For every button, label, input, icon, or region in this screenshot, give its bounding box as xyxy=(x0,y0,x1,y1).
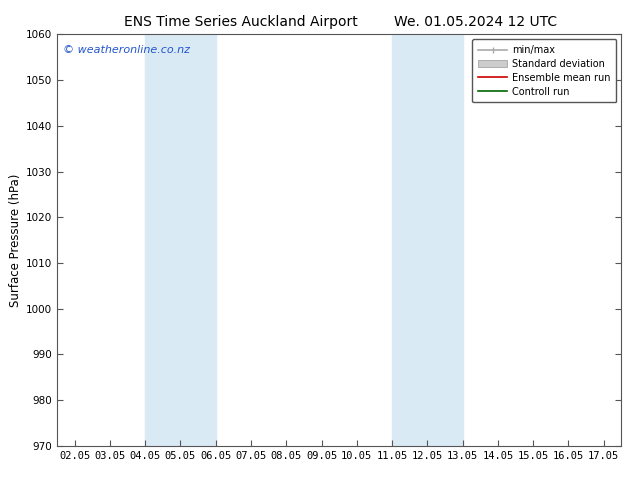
Text: We. 01.05.2024 12 UTC: We. 01.05.2024 12 UTC xyxy=(394,15,557,29)
Legend: min/max, Standard deviation, Ensemble mean run, Controll run: min/max, Standard deviation, Ensemble me… xyxy=(472,39,616,102)
Bar xyxy=(145,34,216,446)
Bar xyxy=(392,34,463,446)
Text: © weatheronline.co.nz: © weatheronline.co.nz xyxy=(63,45,190,54)
Text: ENS Time Series Auckland Airport: ENS Time Series Auckland Airport xyxy=(124,15,358,29)
Y-axis label: Surface Pressure (hPa): Surface Pressure (hPa) xyxy=(9,173,22,307)
